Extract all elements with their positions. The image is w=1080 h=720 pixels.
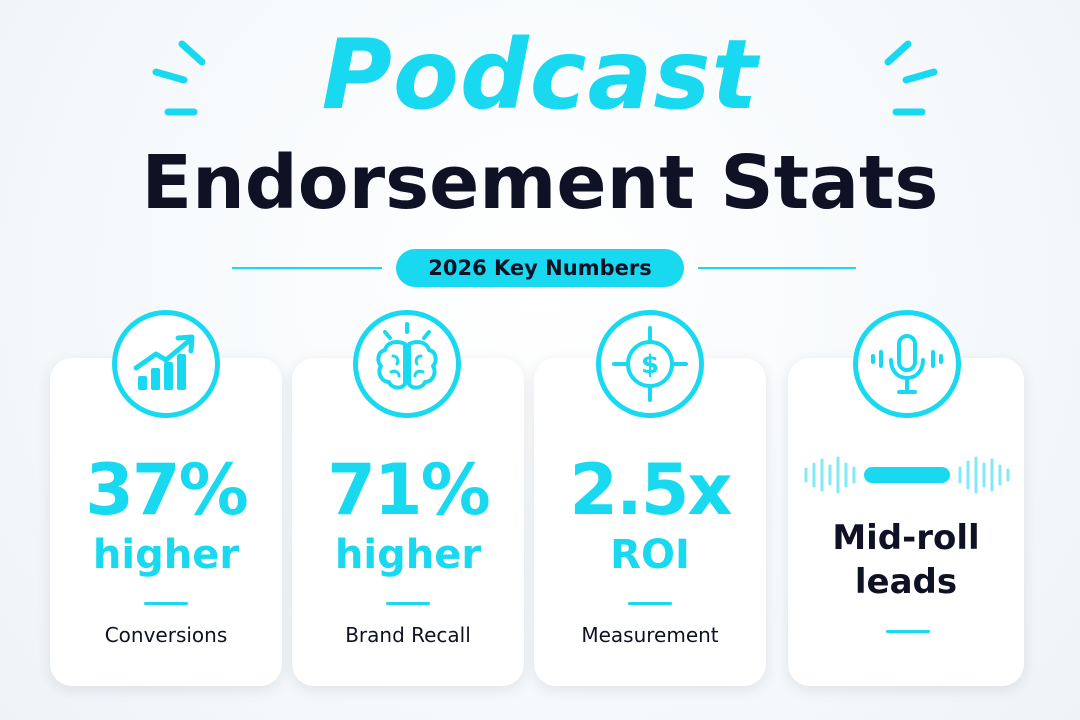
burst-lines-right-icon [884,40,938,116]
burst-lines-left-icon [152,40,206,116]
divider-right [698,267,856,269]
midroll-line-2: leads [854,562,958,602]
title-accent: Podcast [321,19,759,131]
dollar-target-icon: $ [596,310,704,418]
stat-qualifier: ROI [610,532,690,578]
stat-divider [886,630,930,633]
stat-qualifier: higher [92,532,240,578]
svg-text:$: $ [641,350,659,380]
stat-value: 71% [327,449,491,531]
stat-label: Conversions [104,623,228,647]
midroll-line-1: Mid-roll [832,518,980,558]
stat-divider [144,602,188,605]
growth-chart-icon [112,310,220,418]
stat-divider [628,602,672,605]
page-title: Endorsement Stats [141,140,939,226]
stat-label: Measurement [581,623,719,647]
audio-waveform-icon [804,456,1010,494]
microphone-icon [853,310,961,418]
stat-value: 2.5x [569,449,732,531]
brain-icon [353,310,461,418]
year-badge: 2026 Key Numbers [396,249,684,287]
divider-left [232,267,382,269]
stat-value: 37% [85,449,249,531]
stat-label: Brand Recall [345,623,471,647]
stat-qualifier: higher [334,532,482,578]
midroll-label: Mid-roll leads [788,516,1024,604]
stat-divider [386,602,430,605]
